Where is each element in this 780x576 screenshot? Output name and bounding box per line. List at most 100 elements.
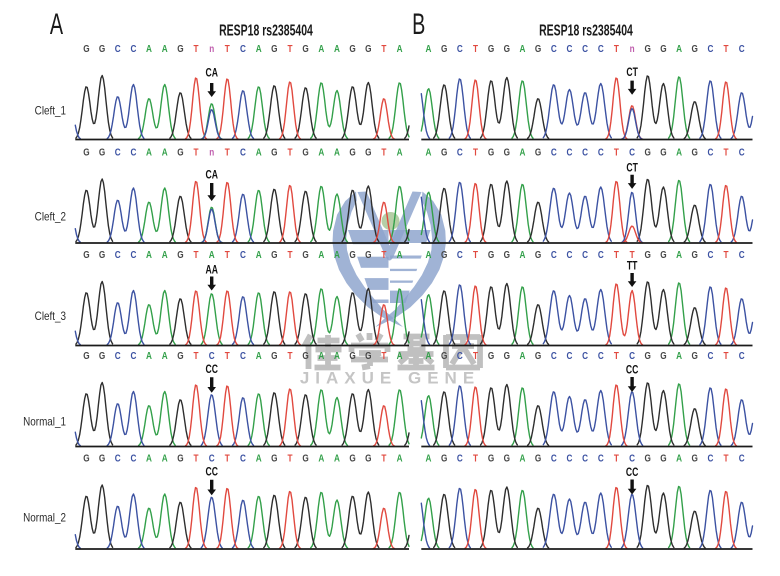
- svg-text:C: C: [598, 350, 604, 361]
- svg-text:G: G: [488, 147, 494, 158]
- svg-text:C: C: [551, 350, 557, 361]
- svg-text:C: C: [240, 350, 246, 361]
- svg-text:A: A: [334, 147, 340, 158]
- svg-text:T: T: [381, 453, 386, 464]
- svg-text:G: G: [692, 453, 698, 464]
- svg-text:T: T: [225, 453, 230, 464]
- svg-text:T: T: [193, 350, 198, 361]
- svg-text:G: G: [302, 43, 308, 54]
- svg-text:C: C: [582, 43, 588, 54]
- svg-text:A: A: [426, 453, 432, 464]
- svg-text:G: G: [349, 350, 355, 361]
- svg-text:A: A: [676, 350, 682, 361]
- svg-text:G: G: [271, 453, 277, 464]
- svg-text:T: T: [723, 453, 728, 464]
- svg-text:C: C: [457, 43, 463, 54]
- svg-text:T: T: [193, 249, 198, 260]
- svg-text:C: C: [707, 43, 713, 54]
- svg-text:G: G: [177, 43, 183, 54]
- svg-text:C: C: [582, 249, 588, 260]
- svg-text:G: G: [535, 147, 541, 158]
- svg-text:A: A: [146, 249, 152, 260]
- svg-text:G: G: [99, 147, 105, 158]
- svg-text:T: T: [614, 453, 619, 464]
- svg-text:T: T: [723, 350, 728, 361]
- svg-text:C: C: [115, 249, 121, 260]
- svg-text:C: C: [598, 43, 604, 54]
- svg-text:A: A: [318, 249, 324, 260]
- svg-text:G: G: [660, 249, 666, 260]
- svg-text:A: A: [256, 147, 262, 158]
- svg-text:C: C: [240, 43, 246, 54]
- svg-text:G: G: [349, 43, 355, 54]
- svg-text:CC: CC: [626, 364, 639, 376]
- svg-text:G: G: [692, 249, 698, 260]
- svg-text:A: A: [426, 249, 432, 260]
- svg-text:C: C: [566, 249, 572, 260]
- svg-text:C: C: [240, 147, 246, 158]
- svg-text:C: C: [240, 453, 246, 464]
- svg-text:C: C: [130, 43, 136, 54]
- svg-text:C: C: [566, 43, 572, 54]
- svg-text:T: T: [630, 249, 635, 260]
- svg-text:A: A: [520, 249, 526, 260]
- svg-text:G: G: [349, 147, 355, 158]
- svg-text:G: G: [177, 453, 183, 464]
- svg-text:A: A: [209, 249, 215, 260]
- svg-text:B: B: [412, 8, 425, 41]
- svg-text:A: A: [162, 453, 168, 464]
- svg-text:CT: CT: [626, 67, 638, 79]
- svg-text:CC: CC: [205, 466, 218, 478]
- svg-text:A: A: [162, 147, 168, 158]
- svg-text:A: A: [334, 249, 340, 260]
- svg-text:A: A: [318, 147, 324, 158]
- svg-text:A: A: [146, 43, 152, 54]
- svg-text:C: C: [707, 147, 713, 158]
- svg-text:C: C: [130, 249, 136, 260]
- svg-text:C: C: [707, 350, 713, 361]
- svg-text:T: T: [287, 249, 292, 260]
- svg-text:G: G: [83, 147, 89, 158]
- svg-text:C: C: [598, 147, 604, 158]
- svg-text:T: T: [723, 147, 728, 158]
- svg-text:G: G: [488, 249, 494, 260]
- svg-text:G: G: [441, 43, 447, 54]
- svg-text:G: G: [302, 453, 308, 464]
- svg-text:C: C: [598, 249, 604, 260]
- svg-text:Normal_2: Normal_2: [23, 512, 66, 525]
- svg-text:C: C: [566, 147, 572, 158]
- svg-text:T: T: [723, 43, 728, 54]
- svg-text:G: G: [441, 147, 447, 158]
- svg-text:TT: TT: [627, 260, 638, 272]
- svg-text:A: A: [162, 249, 168, 260]
- svg-text:A: A: [256, 453, 262, 464]
- svg-text:T: T: [225, 43, 230, 54]
- svg-text:C: C: [629, 453, 635, 464]
- svg-text:G: G: [504, 43, 510, 54]
- svg-text:A: A: [334, 350, 340, 361]
- svg-text:C: C: [130, 453, 136, 464]
- svg-text:C: C: [566, 453, 572, 464]
- svg-text:C: C: [739, 350, 745, 361]
- svg-text:G: G: [645, 350, 651, 361]
- svg-text:T: T: [193, 43, 198, 54]
- svg-text:G: G: [365, 249, 371, 260]
- svg-text:C: C: [209, 350, 215, 361]
- svg-text:A: A: [256, 350, 262, 361]
- svg-text:A: A: [334, 453, 340, 464]
- svg-text:n: n: [209, 147, 214, 158]
- svg-text:T: T: [473, 350, 478, 361]
- svg-text:JIAXUE GENE: JIAXUE GENE: [300, 369, 480, 388]
- svg-text:G: G: [660, 453, 666, 464]
- svg-text:A: A: [676, 453, 682, 464]
- svg-text:C: C: [629, 147, 635, 158]
- svg-text:Cleft_1: Cleft_1: [35, 105, 66, 118]
- svg-text:C: C: [551, 249, 557, 260]
- svg-text:G: G: [488, 350, 494, 361]
- svg-text:G: G: [645, 147, 651, 158]
- svg-text:C: C: [130, 147, 136, 158]
- svg-text:A: A: [256, 249, 262, 260]
- svg-text:Normal_1: Normal_1: [23, 416, 66, 429]
- svg-text:G: G: [535, 249, 541, 260]
- svg-text:C: C: [130, 350, 136, 361]
